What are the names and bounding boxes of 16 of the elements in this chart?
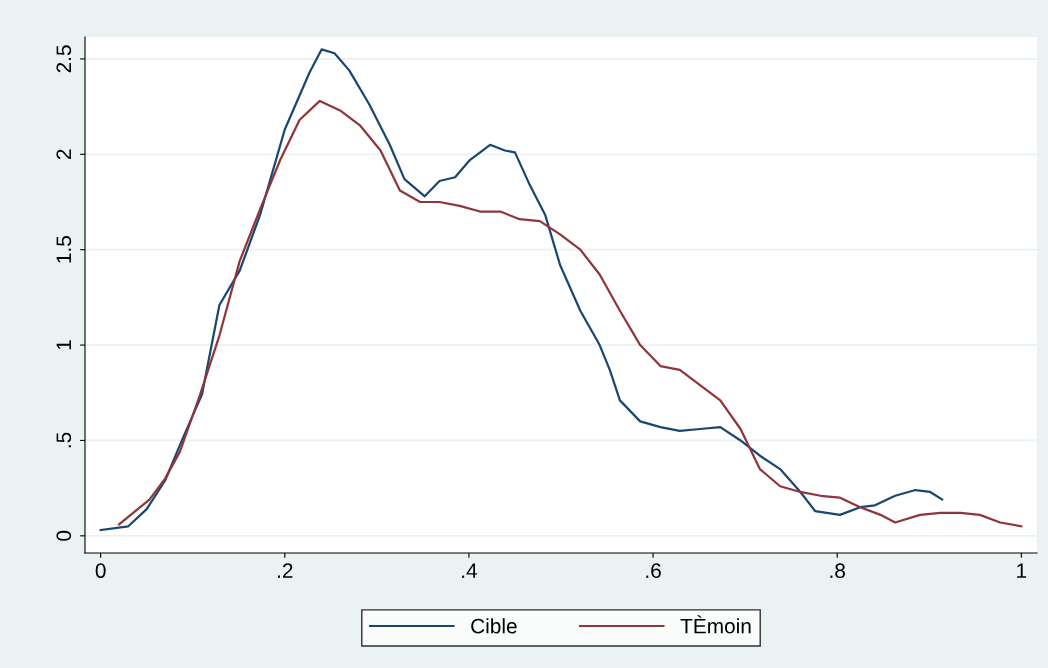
y-tick-label: 0: [56, 530, 72, 541]
y-tick-label: 2: [56, 149, 71, 160]
line-series: [99, 48, 944, 532]
x-tick-label: .2: [278, 563, 293, 578]
legend-label: Cible: [471, 618, 517, 634]
legend-label: TÈmoin: [680, 615, 751, 634]
y-tick-label: 2.5: [56, 45, 72, 73]
line-series: [117, 99, 1023, 528]
y-tick-label: 1.5: [56, 236, 72, 263]
x-tick-label: .6: [646, 563, 661, 579]
x-tick-label: 0: [95, 563, 106, 579]
y-tick-label: .5: [56, 432, 72, 448]
x-tick-label: .4: [462, 563, 478, 578]
x-tick-label: .8: [830, 563, 845, 579]
x-tick-label: 1: [1017, 563, 1027, 578]
y-tick-label: 1: [56, 340, 71, 350]
